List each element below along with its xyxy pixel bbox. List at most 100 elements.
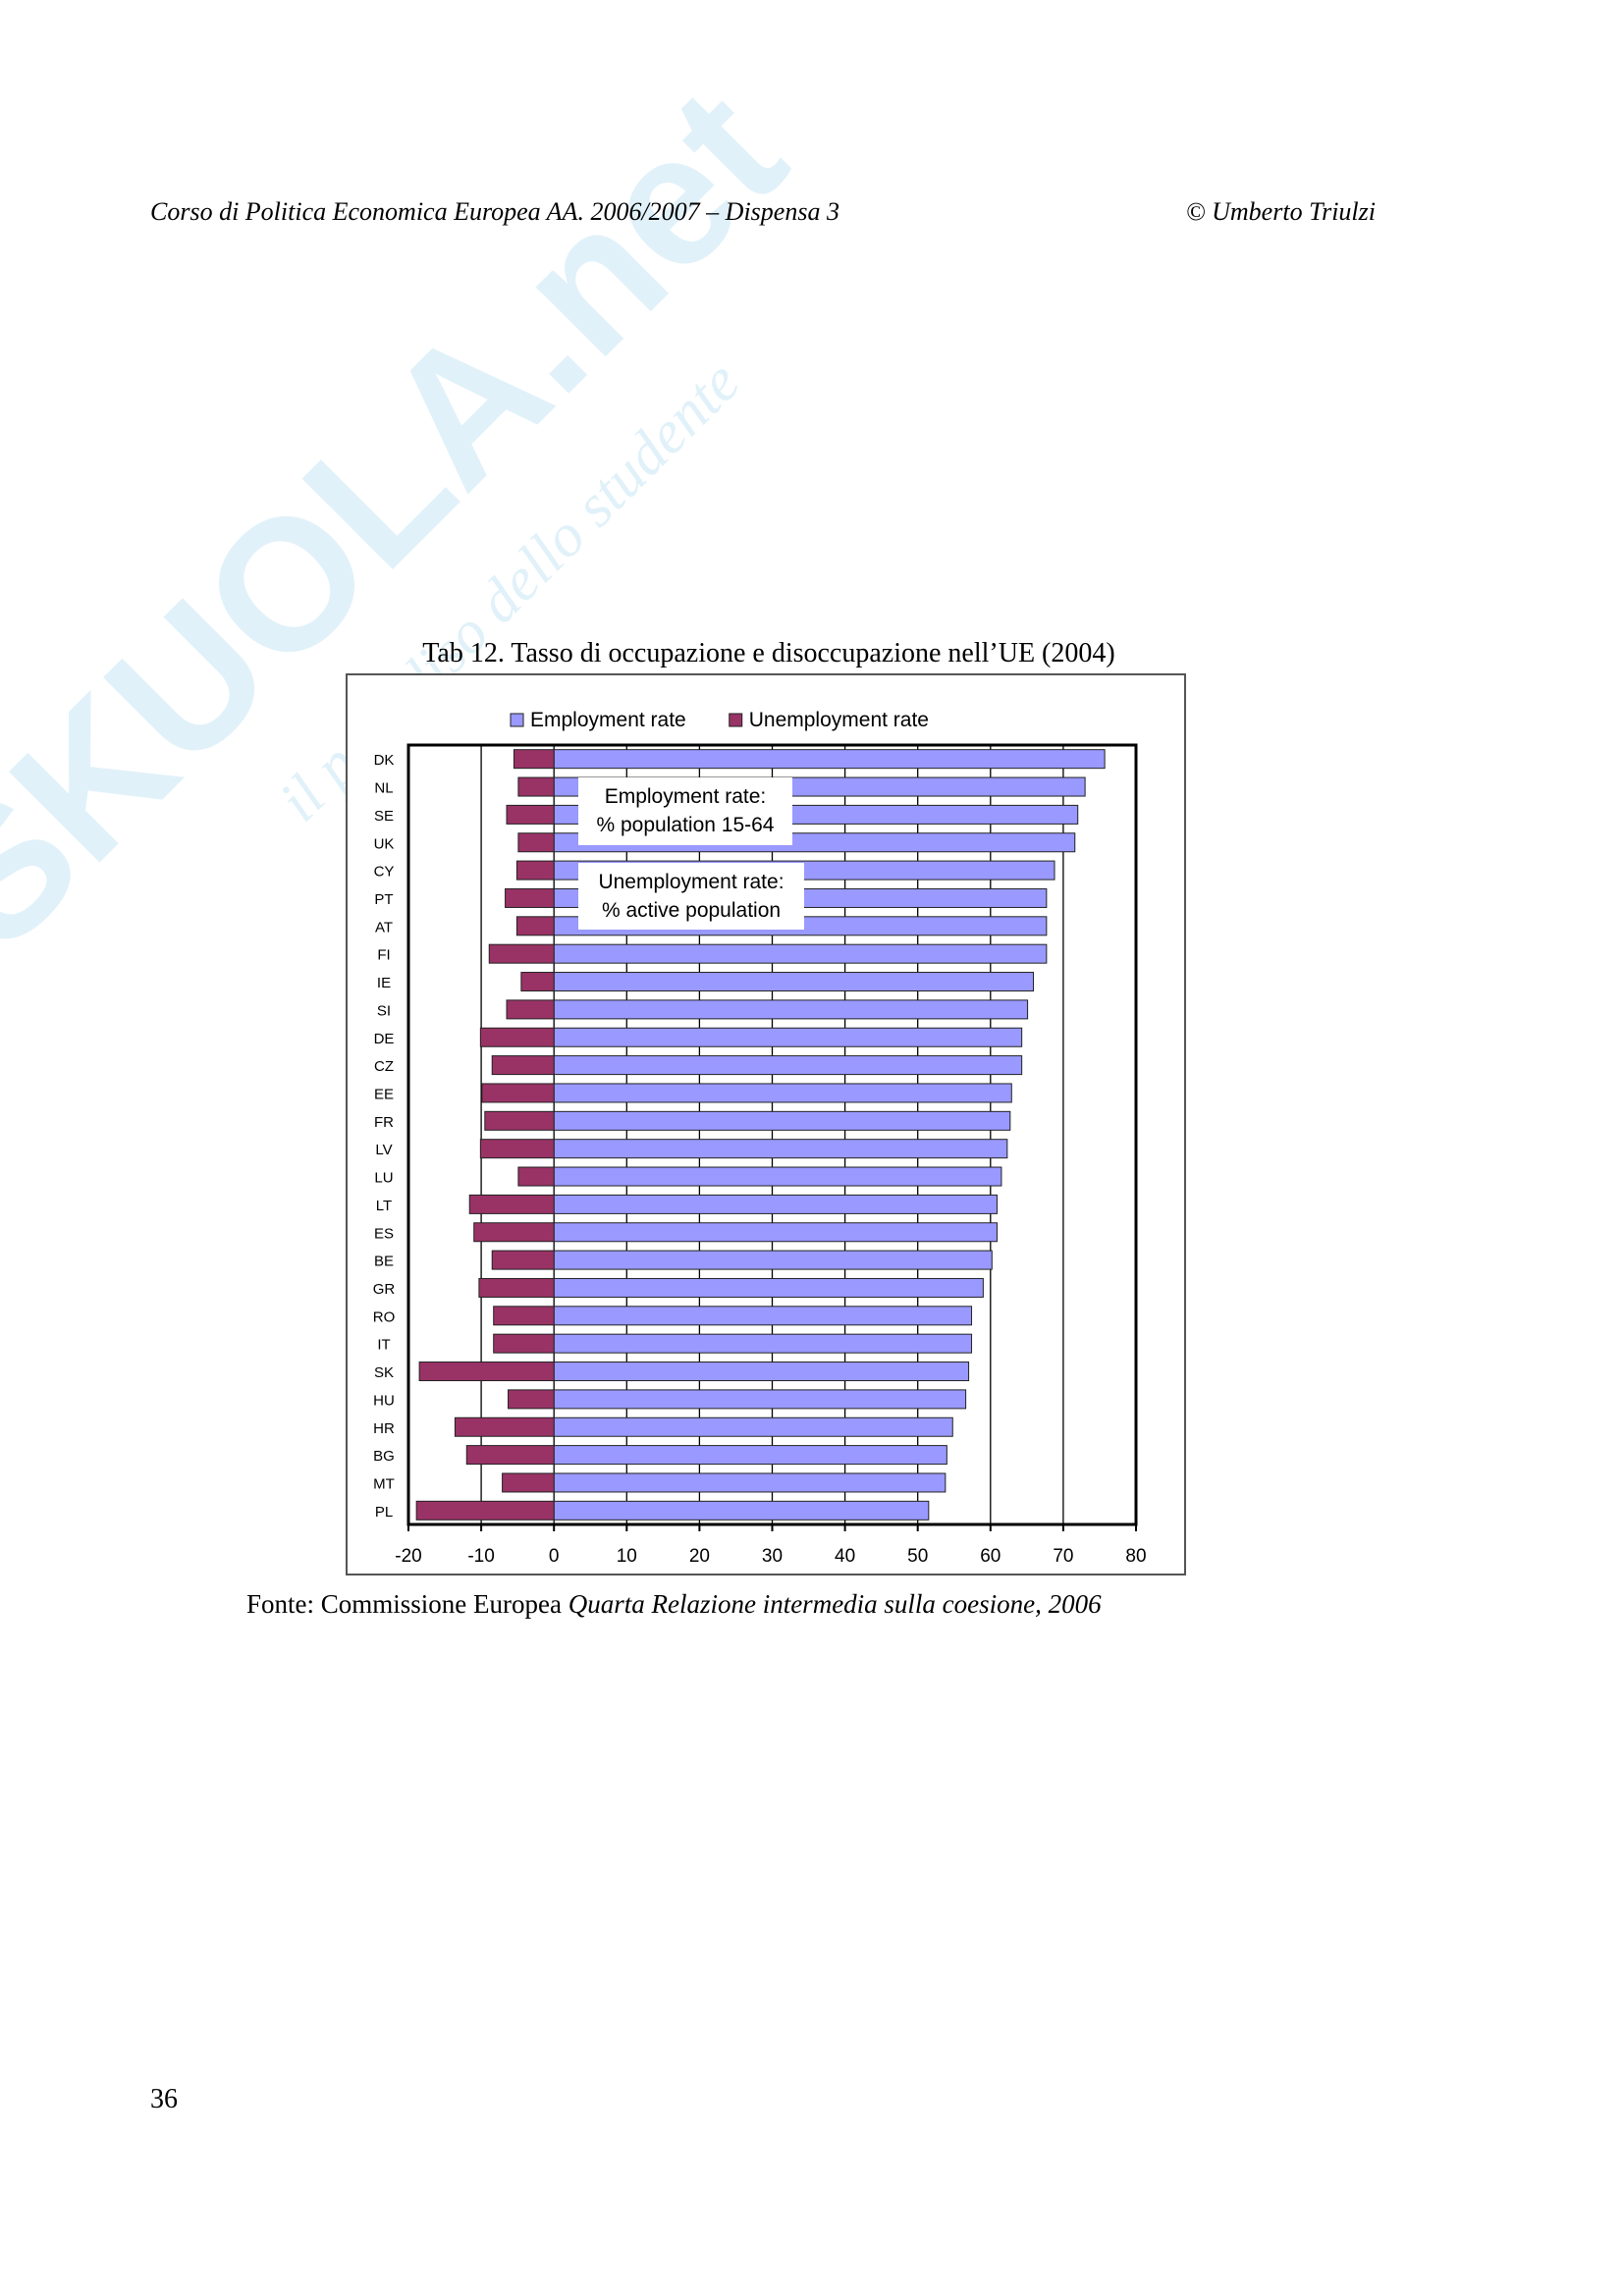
y-tick-label: ES [374, 1225, 394, 1242]
y-tick-label: IT [377, 1337, 390, 1354]
bar [488, 943, 555, 964]
bar [553, 1222, 998, 1243]
bar [479, 1027, 555, 1047]
bar [508, 1389, 555, 1410]
y-tick-label: CY [374, 864, 395, 881]
y-tick-label: SK [374, 1364, 394, 1381]
annotation-text: Employment rate: [605, 785, 767, 808]
bar [502, 1472, 555, 1493]
y-tick-label: SI [377, 1002, 391, 1019]
bar [553, 999, 1029, 1020]
annotation-text: % population 15-64 [597, 814, 775, 836]
bar [506, 804, 555, 825]
bar [484, 1110, 555, 1131]
legend-swatch [729, 713, 743, 727]
bar [553, 1055, 1023, 1076]
bar [515, 860, 555, 881]
bar [553, 1362, 970, 1382]
legend-label: Employment rate [530, 709, 686, 731]
bar [493, 1333, 555, 1354]
y-tick-label: DK [374, 752, 395, 769]
y-tick-label: HU [373, 1392, 395, 1409]
y-tick-label: UK [374, 835, 395, 852]
page-number: 36 [150, 2084, 178, 2114]
plot-border [406, 743, 1138, 1526]
bar [553, 1166, 1002, 1187]
chart: -20 -10 0 10 20 30 40 50 60 70 80 DK NL SE UK CY PT AT FI I… [373, 709, 1147, 1567]
annotation-text: % active population [602, 899, 781, 922]
legend-label: Unemployment rate [749, 709, 929, 731]
bar [553, 1277, 984, 1298]
y-tick-label: HR [373, 1420, 395, 1437]
x-tick-label: -10 [467, 1546, 494, 1567]
bar [517, 1166, 555, 1187]
source-italic: Quarta Relazione intermedia sulla coesio… [568, 1589, 1102, 1619]
bar [415, 1500, 555, 1521]
bar [493, 1306, 555, 1326]
y-tick-label: FI [377, 947, 390, 964]
bar [553, 972, 1035, 992]
bar [520, 972, 555, 992]
y-tick-label: LV [375, 1142, 392, 1158]
bar [517, 832, 555, 853]
bar [515, 916, 555, 936]
chart-title: Tab 12. Tasso di occupazione e disoccupa… [422, 638, 1114, 668]
x-tick-label: 0 [549, 1546, 560, 1567]
bar [553, 1500, 930, 1521]
x-tick-label: 30 [762, 1546, 783, 1567]
bar [553, 1194, 998, 1214]
source: Fonte: Commissione Europea Quarta Relazi… [246, 1589, 1102, 1619]
y-tick-label: LT [376, 1198, 392, 1214]
bar [478, 1277, 555, 1298]
y-tick-label: PL [375, 1504, 393, 1521]
bar [553, 1472, 947, 1493]
bar [553, 1333, 973, 1354]
y-tick-label: FR [374, 1114, 394, 1131]
header-left: Corso di Politica Economica Europea AA. … [150, 197, 839, 226]
bar [481, 1083, 555, 1103]
x-tick-label: 70 [1053, 1546, 1073, 1567]
bar [553, 943, 1048, 964]
bar [473, 1222, 555, 1243]
y-tick-label: EE [374, 1086, 394, 1102]
y-tick-label: LU [374, 1170, 393, 1187]
y-tick-label: BE [374, 1254, 394, 1270]
y-tick-label: GR [373, 1281, 396, 1298]
x-tick-label: 80 [1125, 1546, 1146, 1567]
bar [491, 1055, 555, 1076]
bar [553, 1139, 1008, 1159]
y-tick-label: MT [373, 1475, 395, 1492]
bar [553, 1083, 1012, 1103]
source-text: Fonte: Commissione Europea [246, 1589, 568, 1619]
x-tick-label: 50 [907, 1546, 928, 1567]
bar [465, 1445, 555, 1466]
legend-swatch [510, 713, 524, 727]
bar [553, 1389, 967, 1410]
bar [454, 1416, 555, 1437]
x-tick-label: 10 [617, 1546, 637, 1567]
x-tick-label: 40 [835, 1546, 855, 1567]
bar [491, 1250, 555, 1270]
bar [468, 1194, 555, 1214]
y-tick-label: IE [377, 975, 391, 991]
bar [553, 1250, 993, 1270]
x-tick-label: 20 [689, 1546, 710, 1567]
y-tick-label: SE [374, 808, 394, 825]
bar [513, 749, 555, 770]
bar [553, 1445, 947, 1466]
y-tick-label: PT [374, 891, 393, 908]
y-tick-label: RO [373, 1308, 396, 1325]
y-tick-label: AT [375, 919, 393, 935]
y-tick-label: BG [373, 1448, 395, 1465]
bar [418, 1362, 555, 1382]
bar [505, 887, 555, 908]
bar [553, 1027, 1023, 1047]
annotation-text: Unemployment rate: [598, 871, 784, 893]
y-tick-label: CZ [374, 1058, 394, 1075]
bar [517, 776, 555, 797]
bar [506, 999, 555, 1020]
bar [553, 749, 1106, 770]
bar [553, 1306, 973, 1326]
